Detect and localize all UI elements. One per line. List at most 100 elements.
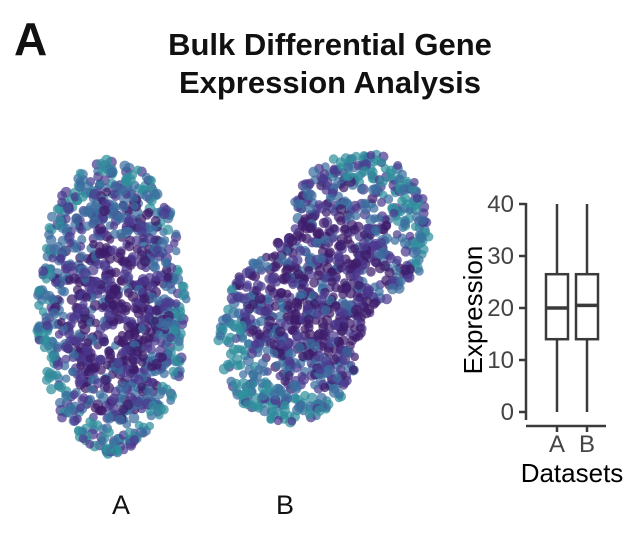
cell-point: [350, 258, 362, 269]
cell-point: [105, 353, 116, 364]
cell-point: [118, 201, 129, 212]
cell-point: [255, 305, 265, 316]
cell-point: [218, 363, 230, 375]
cell-point: [116, 276, 125, 286]
cell-point: [147, 377, 157, 388]
cell-point: [256, 281, 266, 291]
cell-point: [316, 253, 326, 264]
cell-point: [127, 252, 138, 262]
cell-point: [39, 335, 50, 346]
cell-point: [338, 380, 349, 390]
cell-point: [166, 333, 176, 343]
cell-point: [89, 188, 100, 200]
cell-point: [312, 310, 322, 320]
cell-point: [414, 266, 424, 276]
cell-point: [116, 229, 127, 239]
cell-point: [263, 294, 273, 304]
cell-point: [344, 212, 355, 223]
cell-point: [293, 269, 304, 280]
cell-point: [226, 292, 238, 304]
cell-point: [123, 321, 135, 333]
cell-point: [74, 425, 83, 435]
cell-point: [295, 245, 306, 256]
cell-point: [239, 370, 248, 379]
cell-point: [77, 192, 88, 202]
cell-point: [38, 266, 49, 277]
cell-point: [137, 226, 147, 237]
cell-point: [42, 366, 53, 377]
cell-point: [272, 360, 282, 370]
x-tick-label: B: [579, 431, 595, 458]
cell-point: [150, 216, 161, 226]
cell-point: [329, 224, 339, 233]
cell-point: [64, 231, 75, 242]
cell-point: [57, 286, 67, 296]
cell-point: [320, 235, 330, 245]
cell-point: [385, 168, 396, 179]
cell-point: [284, 356, 295, 367]
cell-point: [310, 380, 319, 390]
cell-point: [405, 206, 414, 215]
cell-point: [405, 264, 416, 274]
cell-point: [228, 344, 240, 356]
cell-point: [327, 277, 337, 287]
cell-point: [47, 294, 57, 303]
cell-point: [256, 316, 266, 327]
cell-point: [79, 323, 91, 335]
cell-point: [90, 276, 101, 288]
cell-point: [253, 262, 265, 274]
cell-point: [390, 236, 400, 245]
cell-point: [168, 366, 178, 377]
cell-point: [402, 176, 412, 186]
cell-point: [105, 235, 115, 244]
cell-point: [177, 290, 189, 301]
cell-point: [85, 202, 96, 213]
cell-point: [54, 221, 64, 231]
cell-point: [174, 336, 184, 347]
cell-point: [82, 221, 92, 231]
cell-point: [99, 205, 110, 217]
cell-point: [131, 235, 142, 246]
cell-point: [174, 267, 183, 276]
cell-point: [108, 403, 119, 413]
cell-point: [163, 317, 174, 328]
cell-point: [221, 313, 232, 324]
cell-point: [162, 224, 174, 235]
cell-point: [372, 183, 382, 193]
cell-point: [396, 276, 406, 287]
cell-point: [52, 341, 62, 351]
cell-point: [99, 336, 109, 347]
cell-point: [411, 255, 421, 265]
cell-point: [141, 172, 151, 182]
cell-point: [287, 277, 298, 288]
cell-point: [359, 242, 369, 252]
cell-point: [129, 435, 140, 445]
cell-point: [354, 281, 364, 290]
cell-point: [296, 400, 306, 410]
cell-point: [250, 271, 261, 282]
cell-point: [321, 331, 331, 341]
cell-point: [262, 345, 272, 355]
cell-point: [155, 403, 166, 415]
cell-point: [159, 360, 170, 370]
cell-point: [102, 187, 112, 197]
cell-point: [46, 384, 57, 395]
cell-point: [381, 293, 393, 305]
cell-point: [230, 378, 241, 389]
x-axis-label: Datasets: [521, 458, 624, 488]
cell-point: [123, 217, 134, 227]
cell-point: [323, 364, 334, 375]
cell-point: [383, 194, 394, 204]
cell-point: [54, 381, 63, 391]
cell-point: [330, 319, 341, 331]
cell-point: [339, 224, 350, 235]
cluster-label-a: A: [112, 490, 131, 520]
cell-point: [70, 350, 79, 360]
cell-point: [123, 272, 134, 282]
cell-point: [363, 304, 375, 315]
cell-point: [123, 226, 133, 236]
cell-point: [366, 150, 376, 160]
cell-point: [139, 255, 151, 267]
cell-point: [77, 251, 87, 261]
cell-point: [130, 201, 139, 211]
